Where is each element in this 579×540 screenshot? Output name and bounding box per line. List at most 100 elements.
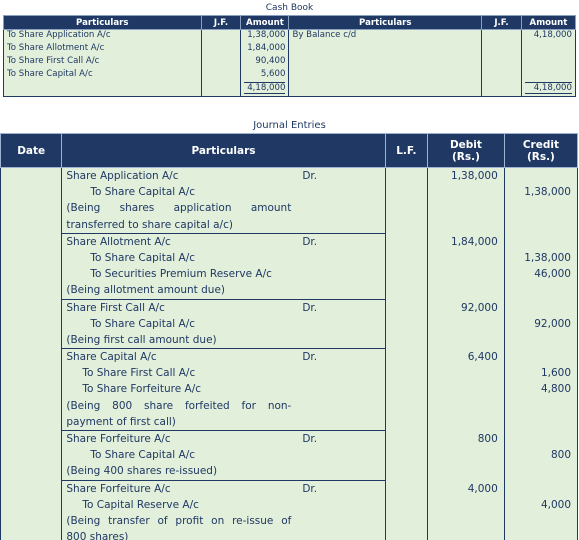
debit-amount: [428, 513, 504, 529]
debit-amount: [428, 463, 504, 479]
table-row: To Share Capital A/c 5,600: [3, 69, 577, 82]
journal-line-text: Share Forfeiture A/c: [66, 433, 171, 445]
jt-header-debit: Debit (Rs.): [427, 133, 505, 168]
cb-header-particulars-cr: Particulars: [288, 15, 483, 30]
cb-dr-amount: 5,600: [240, 69, 290, 82]
debit-amount: [428, 381, 504, 397]
journal-line-text: (Being allotment amount due): [66, 284, 226, 297]
debit-amount: 4,000: [467, 482, 498, 495]
journal-line-text: Share First Call A/c: [66, 301, 165, 314]
journal-line: transferred to share capital a/c): [62, 217, 384, 233]
journal-line-text: (Being 800 share forfeited for non-: [66, 399, 292, 412]
journal-line-text: To Share First Call A/c: [82, 367, 196, 380]
journal-entry: Share Allotment A/c Dr. To Share Capital A…: [62, 234, 385, 300]
jt-header-date: Date: [0, 133, 63, 168]
jt-header-particulars: Particulars: [61, 133, 386, 168]
journal-line: To Capital Reserve A/c: [62, 497, 384, 513]
debit-amount: 1,84,000: [451, 235, 498, 248]
cashbook-title: Cash Book: [265, 3, 314, 13]
journal-line: (Being allotment amount due): [62, 282, 384, 298]
journal-line-text: Share Allotment A/c: [66, 235, 171, 248]
cb-total-blank: [481, 82, 522, 97]
cb-cr-amount: [520, 56, 577, 69]
cb-dr-amount: 1,38,000: [240, 29, 290, 43]
cb-cr-total-value: 4,18,000: [524, 82, 572, 94]
journal-line-text: Share Capital A/c: [66, 351, 157, 364]
journal-line-text: (Being transfer of profit on re-issue of: [66, 514, 292, 527]
debit-amount: [428, 184, 504, 200]
debit-amount: 800: [477, 433, 498, 445]
cb-dr-jf: [200, 43, 242, 56]
dr-label: Dr.: [302, 170, 318, 182]
journal-table: Date Particulars L.F. Debit (Rs.) Credit(…: [0, 133, 579, 540]
cb-total-blank: [3, 82, 202, 97]
journal-line: To Share Capital A/c: [62, 316, 384, 332]
journal-line-text: Share Application A/c: [66, 170, 179, 182]
journal-entry-debit: 92,000: [428, 300, 504, 350]
credit-amount: 46,000: [534, 268, 571, 281]
debit-amount: 1,38,000: [451, 170, 498, 182]
credit-amount: 4,000: [540, 498, 571, 511]
journal-entry-credit: 4,000: [505, 481, 577, 540]
credit-amount: 1,38,000: [524, 251, 571, 264]
jt-header-debit-label: Debit: [449, 138, 482, 151]
journal-line-text: 800 shares): [66, 531, 129, 540]
debit-amount: [428, 266, 504, 282]
journal-entry-debit: 1,38,000: [428, 168, 504, 234]
credit-amount: 1,38,000: [524, 186, 571, 199]
table-row: To Share Allotment A/c 1,84,000: [3, 43, 577, 56]
journal-line: To Share Capital A/c: [62, 447, 384, 463]
cb-cr-jf: [481, 56, 522, 69]
debit-amount: 92,000: [461, 301, 498, 314]
journal-line: (Being shares application amount: [62, 200, 384, 216]
journal-entry: Share Application A/c Dr. To Share Capital…: [62, 168, 385, 234]
journal-line: (Being 400 shares re-issued): [62, 463, 384, 479]
table-row: To Share Application A/c 1,38,000 By Bal…: [3, 29, 577, 43]
jt-header-credit: Credit (Rs.): [503, 133, 579, 168]
credit-amount: 800: [550, 449, 571, 462]
debit-amount: [428, 365, 504, 381]
credit-amount: [505, 529, 577, 540]
cb-header-amount-dr: Amount: [240, 15, 290, 30]
debit-amount: [428, 250, 504, 266]
journal-entry-debit: 4,000: [428, 481, 504, 540]
cb-cr-particulars: [288, 69, 483, 82]
cb-dr-particulars: To Share First Call A/c: [3, 56, 202, 69]
jt-credit-col: 1,38,000 1,38,000 46,000 92,000 1,600 4,800 80…: [503, 167, 579, 540]
cb-cr-particulars: [288, 43, 483, 56]
cb-dr-particulars: To Share Capital A/c: [3, 69, 202, 82]
journal-line: Share Forfeiture A/c Dr.: [62, 481, 384, 497]
jt-header-credit-unit: (Rs.): [526, 150, 555, 163]
journal-line: Share First Call A/c Dr.: [62, 300, 384, 316]
journal-line-text: (Being shares application amount: [66, 202, 292, 215]
journal-line-text: Share Forfeiture A/c: [66, 482, 171, 495]
jt-header-debit-unit: (Rs.): [451, 150, 480, 163]
jt-debit-col: 1,38,000 1,84,000 92,000 6,400 800 4,000: [427, 167, 505, 540]
jt-date-col: [0, 167, 63, 540]
credit-amount: [505, 200, 577, 216]
dr-label: Dr.: [302, 482, 318, 495]
journal-entry-credit: 92,000: [505, 300, 577, 350]
debit-amount: 6,400: [467, 351, 498, 364]
journal-entry: Share Forfeiture A/c Dr. To Share Capital …: [62, 431, 385, 481]
credit-amount: [505, 398, 577, 414]
credit-amount: [505, 349, 577, 365]
debit-amount: [428, 497, 504, 513]
credit-amount: 1,600: [540, 367, 571, 380]
journal-line-text: To Securities Premium Reserve A/c: [90, 268, 272, 281]
journal-line: (Being 800 share forfeited for non-: [62, 398, 384, 414]
journal-entry-debit: 1,84,000: [428, 234, 504, 300]
cashbook-total-row: 4,18,000 4,18,000: [3, 82, 577, 97]
journal-entry-credit: 800: [505, 431, 577, 481]
cb-cr-jf: [481, 43, 522, 56]
journal-line: (Being first call amount due): [62, 332, 384, 348]
cb-cr-amount: [520, 69, 577, 82]
journal-line: To Securities Premium Reserve A/c: [62, 266, 384, 282]
journal-entry-debit: 6,400: [428, 349, 504, 431]
journal-line: Share Application A/c Dr.: [62, 168, 384, 184]
journal-line-text: (Being first call amount due): [66, 333, 217, 346]
journal-entry: Share Capital A/c Dr. To Share First Call …: [62, 349, 385, 431]
journal-line-text: To Share Capital A/c: [90, 251, 196, 264]
credit-amount: [505, 217, 577, 233]
cb-cr-particulars: By Balance c/d: [288, 29, 483, 43]
